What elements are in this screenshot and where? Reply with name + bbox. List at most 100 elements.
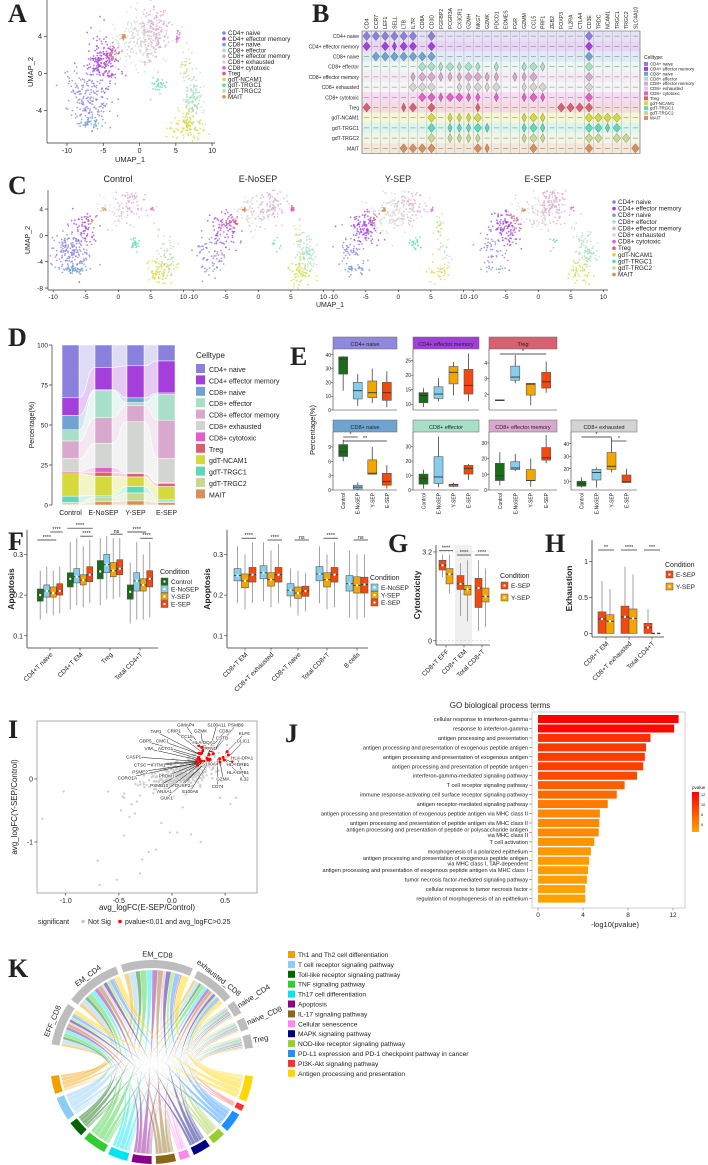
not-sig-point [204, 755, 207, 758]
umap-point [86, 80, 89, 83]
umap-point [99, 65, 102, 67]
umap-point [127, 42, 130, 44]
umap-point [87, 223, 90, 226]
box [621, 468, 632, 483]
umap-point [259, 197, 262, 200]
umap-point [99, 74, 101, 77]
umap-point [85, 218, 88, 220]
mean-dot [296, 591, 300, 595]
legend-dot [222, 71, 226, 76]
umap-point [167, 36, 169, 39]
umap-point [503, 226, 506, 229]
umap-point [516, 208, 518, 211]
box [445, 554, 454, 594]
umap-point [345, 244, 348, 247]
umap-point [224, 225, 227, 227]
umap-point [87, 219, 90, 222]
umap-point [95, 84, 98, 87]
violin [408, 41, 417, 52]
umap-point [572, 269, 575, 272]
umap-point [504, 218, 506, 220]
umap-point [149, 48, 152, 51]
umap-point [187, 48, 190, 51]
umap-point [588, 249, 591, 252]
umap-point [176, 39, 179, 42]
umap-point [131, 48, 133, 51]
umap-point [140, 27, 143, 30]
umap-point [295, 234, 298, 237]
umap-point [485, 244, 488, 247]
panel-letter-a: A [8, 0, 27, 28]
umap-point [87, 107, 89, 110]
umap-point [549, 222, 552, 225]
umap-point [189, 62, 192, 65]
umap-point [349, 268, 352, 271]
umap-point [580, 244, 583, 246]
y-tick-label: 0 [428, 638, 432, 645]
umap-point [121, 49, 124, 51]
legend-item-e-sep: E-SEP [370, 598, 401, 607]
umap-point [118, 51, 120, 54]
umap-point [269, 203, 272, 206]
umap-point [342, 246, 344, 249]
umap-point [273, 239, 276, 242]
umap-point [271, 213, 273, 216]
umap-point [155, 45, 157, 47]
umap-point [573, 273, 576, 275]
violin [473, 143, 482, 154]
y-tick-label: 0.3 [213, 552, 223, 559]
violin [612, 112, 621, 123]
umap-point [179, 72, 182, 75]
legend-label: gdT-NCAM1 [209, 458, 248, 465]
umap-point [73, 267, 76, 270]
umap-point [299, 280, 302, 283]
umap-point [202, 257, 205, 260]
umap-point [307, 252, 310, 255]
umap-point [89, 120, 92, 123]
umap-point [108, 60, 111, 63]
umap-point [61, 243, 64, 245]
umap-point [143, 34, 145, 37]
umap-point [571, 227, 573, 229]
umap-point [178, 33, 181, 36]
stacked-bar-segment [126, 344, 145, 367]
gene-label: NCAM1 [606, 11, 612, 29]
umap-point [306, 250, 309, 252]
umap-point [185, 96, 188, 98]
umap-point [391, 198, 394, 201]
violin [447, 71, 453, 82]
significance-label: * [618, 436, 621, 442]
umap-point [485, 266, 488, 269]
umap-point [71, 231, 74, 234]
umap-point [273, 243, 275, 246]
umap-point [199, 71, 202, 74]
umap-point [577, 261, 580, 264]
legend-label: Y-SEP [511, 595, 530, 602]
umap-point [300, 274, 302, 277]
violin [456, 71, 462, 82]
umap-point [548, 220, 551, 223]
stacked-bar-segment [157, 360, 176, 394]
umap-point [581, 232, 584, 234]
umap-point [86, 31, 89, 34]
violin [484, 82, 490, 93]
umap-point [437, 267, 439, 270]
umap-point [240, 206, 243, 209]
umap-point [87, 50, 90, 53]
umap-point [78, 280, 81, 283]
umap-point [94, 116, 97, 119]
box-body [382, 382, 392, 401]
umap-point [149, 0, 152, 1]
umap-point [102, 104, 105, 107]
umap-point [300, 266, 303, 269]
umap-point [491, 225, 494, 228]
umap-point [64, 246, 66, 249]
umap-point [85, 258, 88, 261]
legend-dot [163, 603, 166, 605]
legend-dot [612, 253, 616, 257]
stacked-bar-segment [61, 473, 80, 497]
mean-dot [75, 575, 78, 578]
x-tick-label: 0 [117, 294, 121, 301]
violin [410, 71, 416, 82]
umap-point [347, 246, 350, 249]
